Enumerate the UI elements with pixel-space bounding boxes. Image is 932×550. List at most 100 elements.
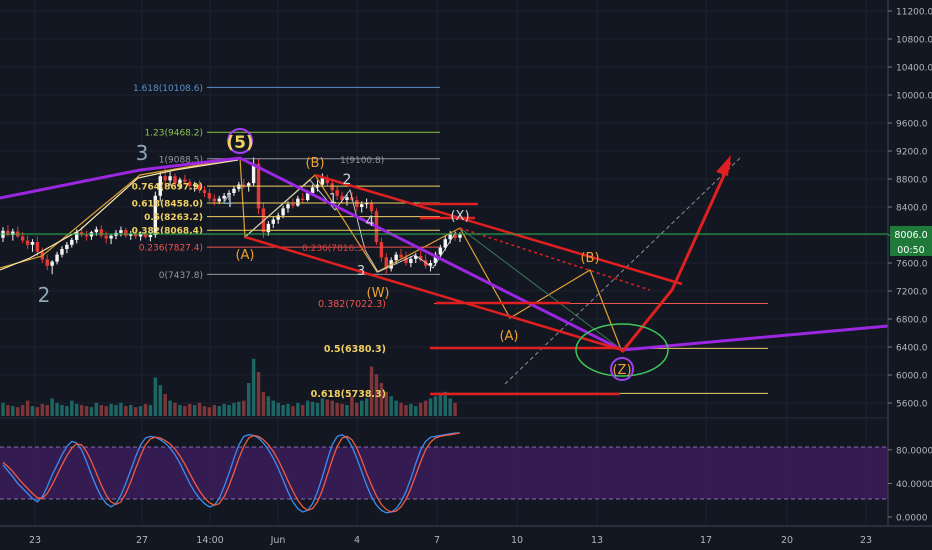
volume-bar [438,394,443,416]
candle-body [453,234,457,238]
purple-trendline [0,156,889,352]
candle-body [129,234,133,236]
volume-bar [114,405,118,416]
candle-body [84,235,89,237]
time-tick-label: 27 [136,535,148,546]
candle-body [340,195,344,200]
candle-body [99,229,103,236]
candle-body [158,176,162,196]
wave-label-B-second: (B) [580,251,599,266]
volume-bar [79,405,84,416]
candle-body [124,230,128,236]
candle-body [35,242,40,252]
stoch-tick-label: 0.0000 [896,514,928,524]
time-axis-ticks: 23 27 14:00 Jun 4 7 10 13 17 20 23 [29,535,872,546]
volume-bar [418,402,423,416]
time-tick-label: 10 [511,535,523,546]
channel-upper-line [314,173,683,286]
time-tick-label: 20 [781,535,793,546]
fib-label: 1.23(9468.2) [144,129,203,139]
wave-label-X: (X) [450,209,469,224]
volume-bar [192,405,197,416]
fib-label: 0.764(8697.9) [132,183,203,193]
candle-body [246,183,251,187]
wave-label-3-minor: 3 [357,264,365,279]
candle-body [458,234,462,238]
candle-body [212,198,217,202]
price-tick-label: 7200.0 [896,288,928,298]
candle-body [138,233,143,237]
candle-body [325,177,330,184]
wave-label-4-minor: 4 [366,214,375,230]
price-tick-label: 9600.0 [896,120,928,130]
time-tick-label: 17 [700,535,712,546]
candle-body [360,204,364,207]
volume-bar [143,403,148,416]
volume-bar [30,406,35,416]
candle-body [271,219,275,224]
candle-body [60,249,64,255]
volume-bar [237,401,241,416]
volume-bar [448,398,452,416]
volume-bar [246,383,251,416]
volume-bar [11,406,15,416]
volume-bar [232,402,236,416]
wave-labels: 3 4 2 (5) (A) (B) 2 1 3 4 (W) (X) (A) (B… [38,133,632,378]
candle-body [281,208,285,216]
volume-bar [404,405,408,416]
candle-body [369,202,374,212]
candle-body [222,195,226,199]
volume-bar [345,405,349,416]
fib-label: 0.236(7827.4) [139,244,203,254]
wave-label-Z: (Z) [612,363,631,378]
fib-label: 1.618(10108.6) [133,84,203,94]
volume-bar [256,372,261,416]
wave-label-5: (5) [226,133,253,153]
candle-body [266,223,271,233]
minor-fib-label-1: 1(9100.8) [340,156,384,166]
volume-bar [443,391,447,416]
volume-bar [188,403,192,416]
price-tick-label: 9200.0 [896,148,928,158]
volume-bar [360,400,364,416]
candle-body [364,202,369,205]
stoch-axis-ticks: 80.0000 40.0000 0.0000 [888,446,932,524]
volume-bar [168,400,172,416]
time-tick-label: 4 [354,535,360,546]
candle-body [433,254,438,263]
candle-body [74,232,79,240]
volume-bar [364,398,369,416]
volume-bar [183,406,187,416]
price-tick-label: 8800.0 [896,176,928,186]
price-axis-panel [888,0,932,526]
volume-bar [335,402,339,416]
volume-bar [325,399,330,416]
volume-bar [35,407,40,416]
candle-body [163,176,167,181]
channel-lower-line [244,235,623,352]
candle-body [109,235,113,239]
dashed-projection [504,157,741,385]
stoch-k-line [2,432,460,514]
candle-body [379,242,384,258]
wave-label-A-first: (A) [235,248,254,263]
retracement-label: 0.618(5738.3) [311,389,386,400]
wave-label-1-minor: 1 [329,192,337,207]
volume-bar [148,405,153,416]
countdown-value: 00:50 [897,245,924,256]
volume-bar [369,366,374,416]
volume-bar [266,396,271,416]
candle-body [55,254,59,262]
candle-body [438,247,443,255]
price-tick-label: 8400.0 [896,204,928,214]
current-price-badge [890,226,932,242]
volume-bar [355,402,359,416]
candle-body [207,193,212,199]
candle-body [286,204,290,209]
volume-bar [202,406,207,416]
volume-bar [60,405,64,416]
volume-bar [129,405,133,416]
candle-body [305,193,310,200]
candle-body [227,193,231,196]
